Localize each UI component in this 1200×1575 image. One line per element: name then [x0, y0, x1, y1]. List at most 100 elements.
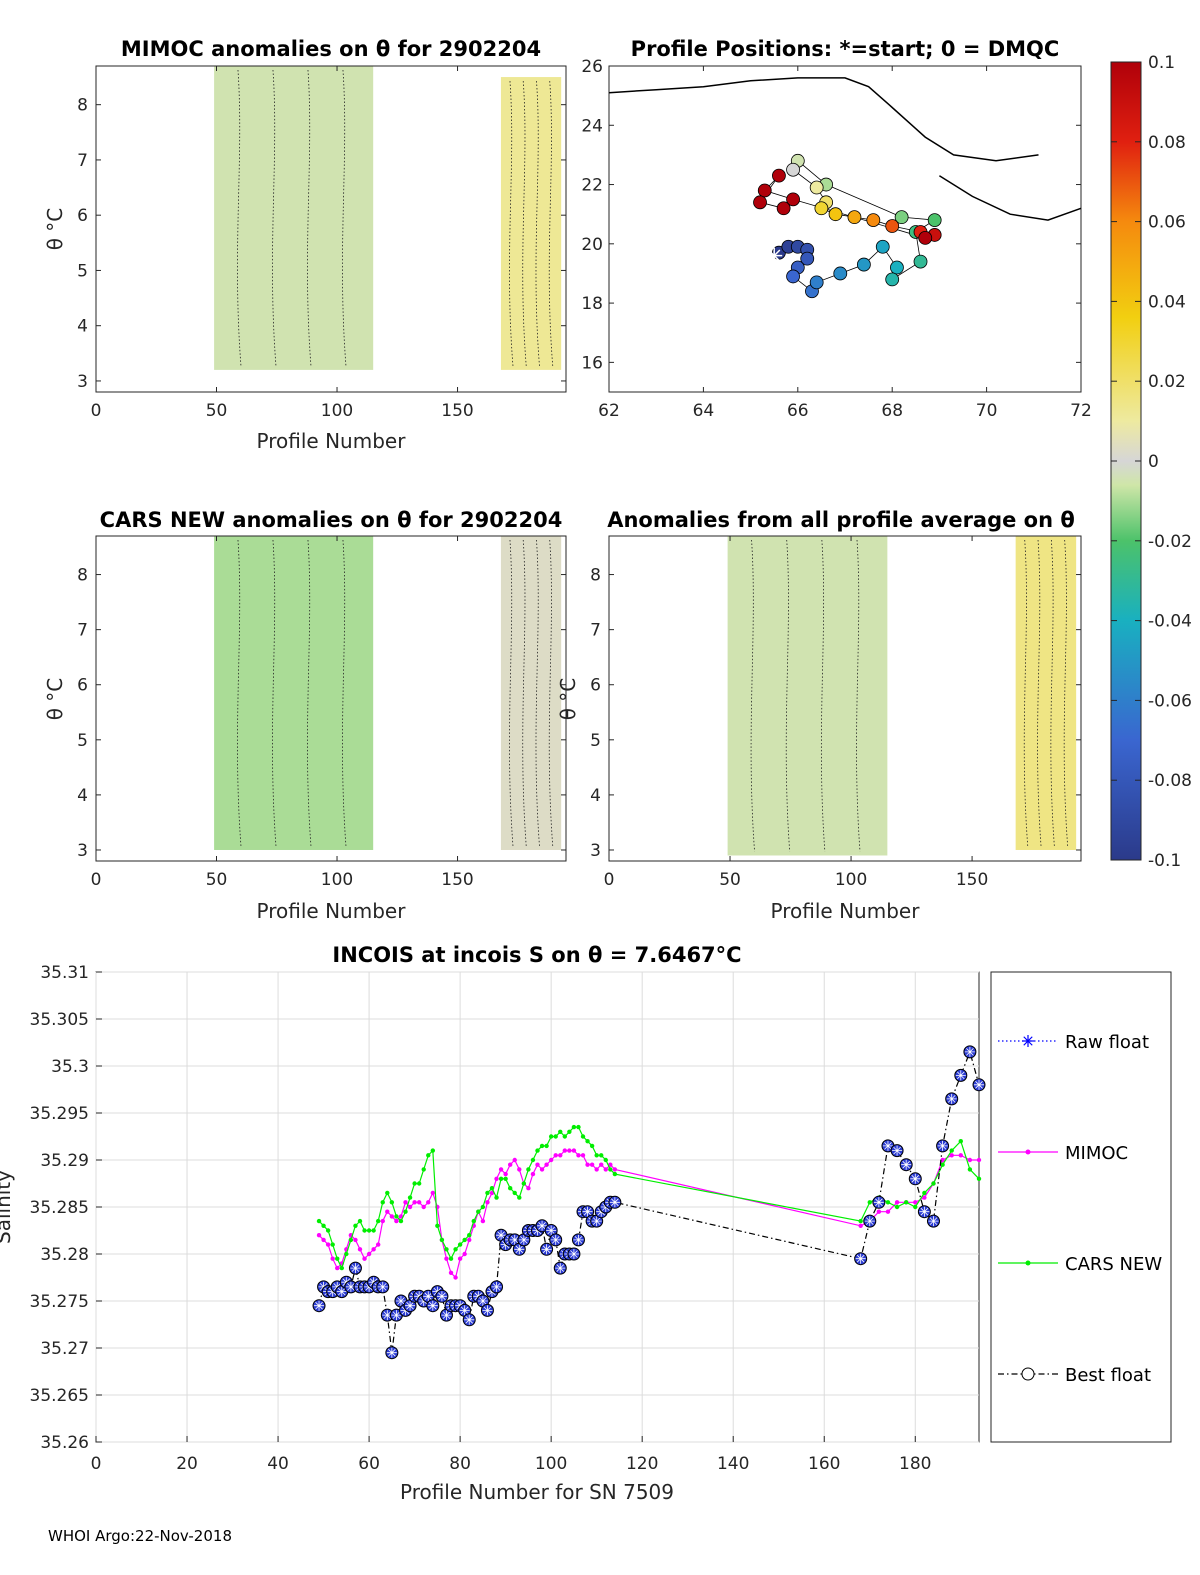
x-tick-label: 120	[626, 1454, 658, 1474]
series-point-mimoc	[403, 1200, 408, 1205]
series-point-mimoc	[858, 1223, 863, 1229]
series-point-cars-new	[535, 1148, 540, 1153]
all-average-anomaly-panel: Anomalies from all profile average on θ …	[556, 508, 1082, 923]
series-point-cars-new	[562, 1134, 568, 1139]
series-point-cars-new	[507, 1186, 513, 1191]
y-tick-label: 35.29	[40, 1151, 89, 1171]
x-tick-label: 40	[267, 1454, 289, 1474]
series-point-mimoc	[389, 1214, 395, 1219]
series-point-mimoc	[589, 1162, 595, 1167]
series-point-cars-new	[976, 1176, 982, 1182]
profile-position-point	[828, 207, 843, 222]
incois-title: INCOIS at incois S on θ = 7.6467°C	[332, 943, 741, 967]
x-tick-label: 0	[91, 870, 102, 890]
y-tick-label: 35.295	[30, 1104, 89, 1124]
best-float-point	[936, 1139, 950, 1153]
best-float-point	[890, 1144, 904, 1158]
x-tick-label: 60	[358, 1454, 380, 1474]
profile-position-point	[809, 275, 824, 290]
incois-ylabel: Salinity	[0, 1170, 15, 1244]
series-point-cars-new	[389, 1200, 395, 1205]
cars-xlabel: Profile Number	[257, 899, 407, 923]
series-point-cars-new	[339, 1265, 344, 1271]
series-point-cars-new	[316, 1218, 322, 1224]
series-point-cars-new	[366, 1228, 372, 1233]
series-point-cars-new	[553, 1134, 558, 1139]
contour-line	[1037, 539, 1042, 847]
colorbar-tick-label: 0.02	[1148, 372, 1186, 392]
allavg-xlabel: Profile Number	[771, 899, 921, 923]
best-float-point	[854, 1252, 868, 1266]
allavg-axes-box	[608, 535, 1082, 862]
series-point-mimoc	[603, 1167, 608, 1172]
x-tick-label: 0	[604, 870, 615, 890]
colorbar-tick-label: 0.06	[1148, 213, 1186, 233]
best-float-point	[972, 1078, 986, 1092]
series-point-cars-new	[594, 1153, 599, 1158]
contour-line	[272, 69, 277, 366]
x-tick-label: 64	[693, 401, 715, 421]
series-point-mimoc	[976, 1157, 982, 1163]
contour-line	[535, 81, 540, 366]
series-point-cars-new	[321, 1223, 326, 1229]
series-point-mimoc	[485, 1200, 490, 1205]
series-point-mimoc	[394, 1218, 399, 1224]
y-tick-label: 22	[581, 176, 603, 196]
profile-position-point	[875, 239, 890, 254]
y-tick-label: 7	[77, 151, 88, 171]
y-tick-label: 35.305	[30, 1010, 89, 1030]
mimoc-xlabel: Profile Number	[257, 429, 407, 453]
contour-line	[272, 539, 277, 847]
footer-text: WHOI Argo:22-Nov-2018	[48, 1527, 232, 1545]
best-float-point	[926, 1214, 940, 1228]
best-float-point	[426, 1299, 440, 1313]
series-point-cars-new	[453, 1247, 458, 1252]
series-line-cars-new	[318, 1126, 980, 1270]
series-point-cars-new	[344, 1251, 349, 1257]
series-point-cars-new	[430, 1148, 436, 1153]
colorbar-tick-label: -0.1	[1148, 851, 1181, 871]
series-point-cars-new	[457, 1242, 463, 1247]
series-point-cars-new	[903, 1200, 909, 1205]
best-float-point	[462, 1313, 476, 1327]
x-tick-label: 100	[321, 870, 353, 890]
y-tick-label: 16	[581, 353, 603, 373]
mimoc-title: MIMOC anomalies on θ for 2902204	[121, 37, 541, 61]
x-tick-label: 20	[176, 1454, 198, 1474]
best-float-point	[917, 1205, 931, 1219]
series-point-mimoc	[922, 1195, 927, 1200]
series-point-mimoc	[416, 1200, 422, 1205]
best-float-point	[872, 1195, 886, 1209]
series-point-cars-new	[599, 1153, 604, 1158]
profile-position-point	[918, 230, 933, 245]
series-point-cars-new	[867, 1200, 872, 1205]
contour-line	[237, 539, 242, 847]
best-float-point	[348, 1261, 362, 1275]
colorbar-tick-label: 0.08	[1148, 133, 1186, 153]
y-tick-label: 5	[590, 731, 601, 751]
series-point-cars-new	[544, 1143, 549, 1149]
series-point-cars-new	[526, 1167, 531, 1172]
series-point-cars-new	[471, 1218, 476, 1224]
mimoc-ylabel: θ °C	[43, 208, 67, 251]
contour-line	[820, 539, 826, 852]
series-point-cars-new	[589, 1143, 595, 1149]
series-point-mimoc	[430, 1190, 436, 1196]
series-point-mimoc	[357, 1247, 363, 1252]
y-tick-label: 20	[581, 235, 603, 255]
y-tick-label: 35.265	[30, 1386, 89, 1406]
series-point-mimoc	[316, 1233, 322, 1238]
legend-label: Raw float	[1065, 1032, 1149, 1053]
colorbar-tick-label: -0.04	[1148, 612, 1192, 632]
y-tick-label: 4	[77, 317, 88, 337]
series-point-mimoc	[462, 1251, 467, 1257]
contour-line	[237, 69, 242, 366]
legend-label: MIMOC	[1065, 1143, 1128, 1164]
y-tick-label: 35.285	[30, 1198, 89, 1218]
series-point-cars-new	[503, 1176, 508, 1182]
series-point-mimoc	[940, 1157, 945, 1163]
series-point-mimoc	[448, 1270, 454, 1276]
series-point-mimoc	[562, 1148, 568, 1153]
y-tick-label: 6	[77, 676, 88, 696]
